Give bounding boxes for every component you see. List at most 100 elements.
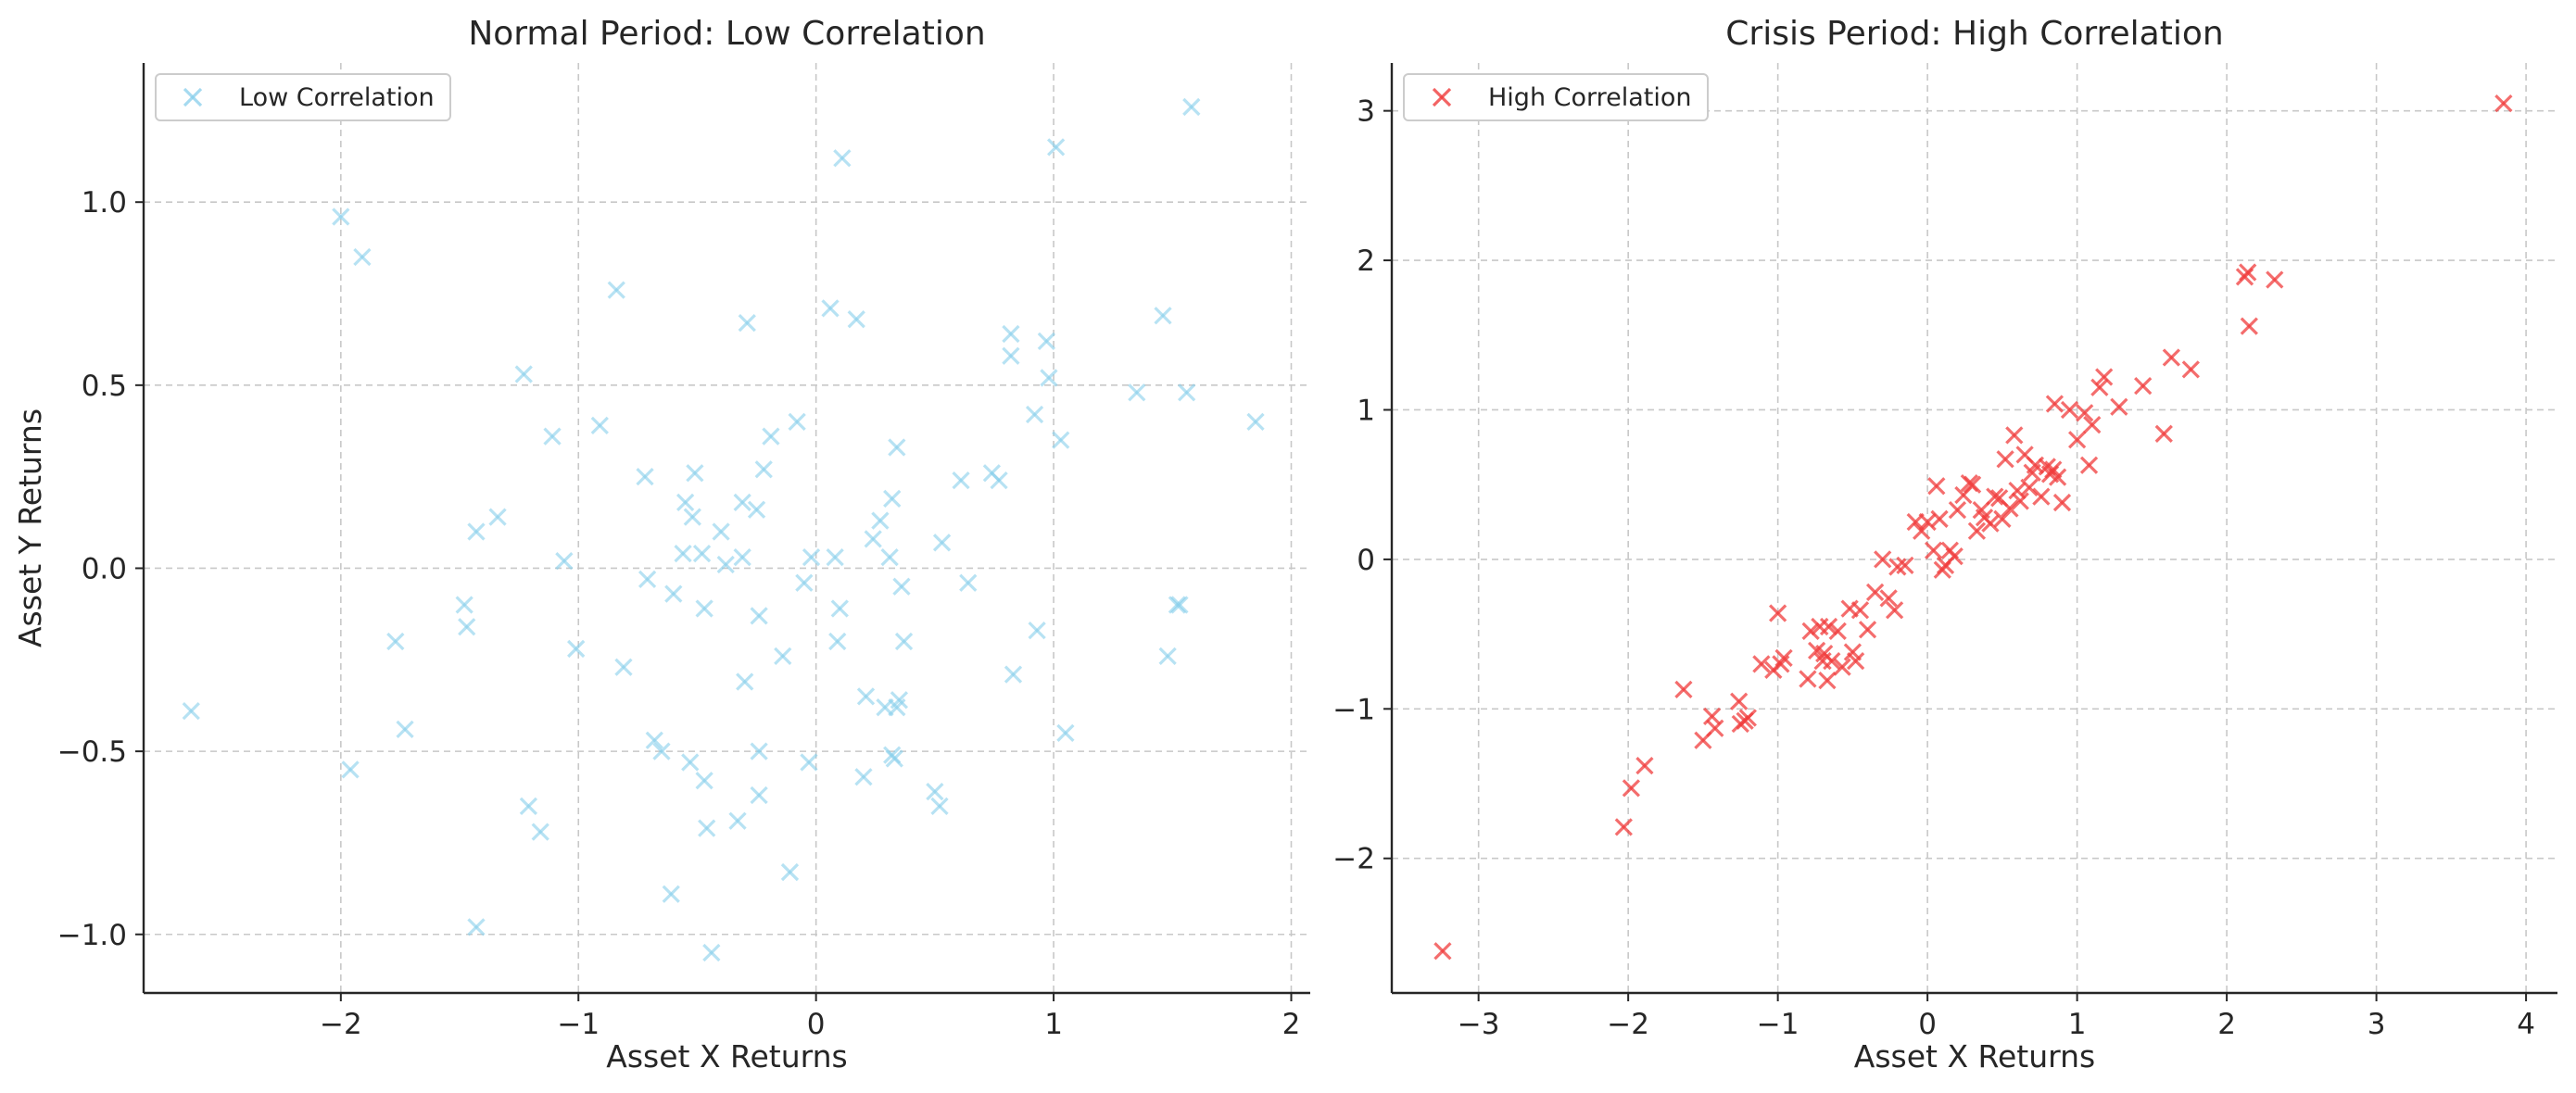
data-point <box>1635 757 1654 775</box>
data-point <box>885 749 903 768</box>
x-tick-label: 3 <box>2368 1008 2386 1041</box>
data-point <box>1040 369 1058 387</box>
data-point <box>652 742 671 760</box>
data-point <box>1433 942 1452 961</box>
data-point <box>828 632 847 651</box>
data-point <box>182 702 200 721</box>
y-tick-label: 1 <box>1357 394 1375 427</box>
data-point <box>531 823 549 841</box>
data-point <box>1002 346 1020 365</box>
data-point <box>698 819 716 837</box>
data-point <box>2494 94 2513 113</box>
data-point <box>664 584 683 603</box>
data-point <box>890 691 909 710</box>
y-tick-label: 1.0 <box>82 186 127 220</box>
data-point <box>1047 138 1066 157</box>
data-point <box>952 471 970 490</box>
data-point <box>2134 377 2153 396</box>
data-point <box>2266 270 2284 289</box>
data-point <box>2083 415 2102 434</box>
data-point <box>762 427 780 446</box>
data-point <box>1986 487 2004 506</box>
data-point <box>733 547 751 567</box>
data-point <box>1037 332 1056 351</box>
data-point <box>932 534 952 552</box>
x-axis-label: Asset X Returns <box>606 1038 848 1074</box>
data-point <box>1056 723 1075 742</box>
legend: High Correlation <box>1403 73 1709 121</box>
data-point <box>888 438 906 457</box>
x-tick-label: 2 <box>2217 1008 2236 1041</box>
data-point <box>883 489 902 509</box>
chart-panel-low-correlation: −2 −1 0 1 2 −1.0 −0.5 0.0 0.5 1.0 Normal Period: … <box>12 15 1310 1074</box>
data-point <box>2001 499 2019 518</box>
data-point <box>567 639 586 659</box>
x-tick-label: 0 <box>807 1008 826 1041</box>
data-point <box>1850 601 1870 620</box>
legend-label: Low Correlation <box>239 83 435 112</box>
data-point <box>645 731 663 749</box>
data-point <box>1246 412 1265 432</box>
data-point <box>1896 556 1914 574</box>
x-tick-label: −1 <box>557 1008 600 1041</box>
data-point <box>747 500 766 519</box>
data-point <box>2052 493 2072 512</box>
data-point <box>1738 709 1757 727</box>
data-point <box>1004 665 1023 684</box>
data-point <box>871 511 890 530</box>
data-point <box>1930 509 1949 528</box>
data-point <box>750 607 768 625</box>
data-point <box>1052 431 1070 449</box>
data-point <box>514 365 533 383</box>
data-point <box>826 547 844 567</box>
data-point <box>1858 621 1877 639</box>
data-point <box>1674 680 1693 698</box>
data-point <box>488 508 507 526</box>
data-point <box>2048 468 2067 486</box>
data-point <box>1706 719 1724 737</box>
x-tick-label: −2 <box>320 1008 362 1041</box>
data-point <box>738 314 756 333</box>
x-axis-label: Asset X Returns <box>1854 1038 2096 1074</box>
data-point <box>590 416 609 434</box>
legend-marker <box>183 87 203 107</box>
data-point <box>1614 818 1633 836</box>
x-tick-label: −3 <box>1458 1008 1500 1041</box>
y-tick-label: 0.0 <box>82 552 127 585</box>
data-point <box>1622 779 1641 798</box>
data-point <box>1948 500 1967 520</box>
data-point <box>1823 652 1841 671</box>
data-point <box>894 632 914 651</box>
data-point <box>1168 596 1187 614</box>
data-point <box>2240 317 2258 335</box>
data-point <box>1818 672 1837 690</box>
data-point <box>830 599 849 618</box>
data-point <box>990 471 1008 490</box>
data-point <box>1963 475 1982 494</box>
data-point <box>455 596 474 614</box>
data-point <box>2076 404 2094 422</box>
data-point <box>1913 521 1931 540</box>
y-axis-label: Asset Y Returns <box>12 408 48 647</box>
data-point <box>386 632 405 651</box>
data-point <box>2032 487 2051 506</box>
y-tick-label: 3 <box>1357 95 1375 129</box>
legend-marker <box>1432 87 1452 107</box>
data-point <box>555 551 574 571</box>
data-point <box>2067 431 2087 449</box>
data-point <box>467 522 486 541</box>
data-point <box>2181 360 2200 379</box>
data-point <box>1967 521 1987 540</box>
data-point <box>1993 509 2012 528</box>
data-point <box>1801 622 1820 641</box>
data-point <box>686 464 704 483</box>
x-tick-label: 2 <box>1282 1008 1301 1041</box>
data-point <box>856 687 876 706</box>
data-point <box>702 943 721 962</box>
data-point <box>1178 383 1196 402</box>
data-point <box>750 742 768 760</box>
data-point <box>662 885 680 903</box>
y-tick-label: −2 <box>1332 843 1375 876</box>
data-point <box>716 555 735 574</box>
